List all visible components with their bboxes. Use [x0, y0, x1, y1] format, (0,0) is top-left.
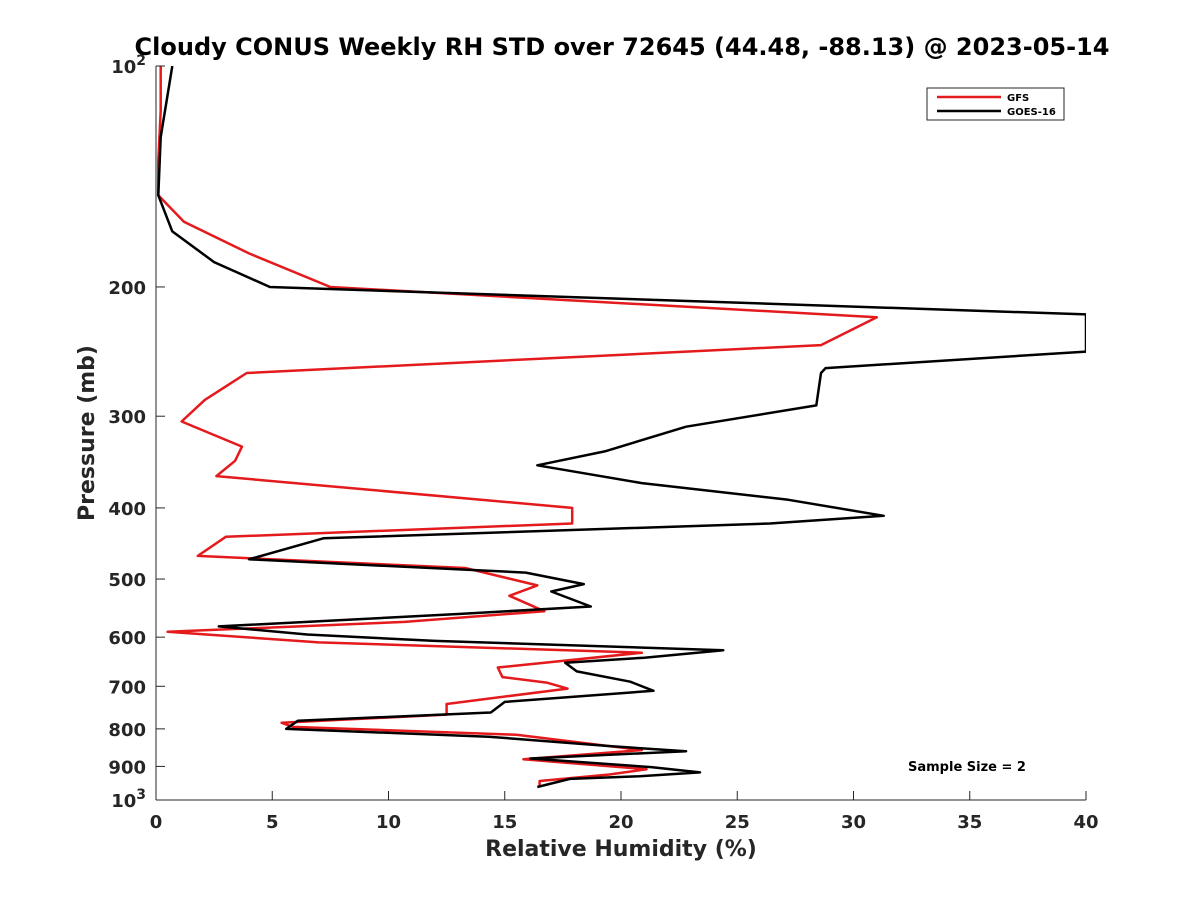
y-tick-label: 400 — [108, 499, 146, 520]
x-tick-label: 15 — [492, 812, 517, 833]
y-tick-label: 300 — [108, 407, 146, 428]
x-tick-label: 25 — [725, 812, 750, 833]
x-tick-label: 5 — [266, 812, 279, 833]
x-tick-label: 20 — [608, 812, 633, 833]
x-tick-label: 40 — [1073, 812, 1098, 833]
legend-label-goes-16: GOES-16 — [1007, 107, 1056, 118]
legend-box — [926, 87, 1065, 121]
y-tick-label: 700 — [108, 677, 146, 698]
series-line-goes-16 — [157, 66, 1086, 789]
y-tick-label: 200 — [108, 278, 146, 299]
y-tick-label: 900 — [108, 757, 146, 778]
x-tick-label: 0 — [150, 812, 163, 833]
series-layer — [157, 66, 1086, 789]
plot-area — [157, 66, 1086, 789]
y-tick-label: 500 — [108, 570, 146, 591]
x-tick-label: 10 — [376, 812, 401, 833]
x-tick-label: 35 — [957, 812, 982, 833]
y-tick-label: 102 — [111, 53, 146, 78]
tick-labels: 0 5 10 15 20 25 30 35 40 102 200 300 400 500 600 700 800… — [108, 53, 1098, 833]
series-line-gfs — [157, 66, 879, 787]
x-axis-label: Relative Humidity (%) — [485, 837, 757, 862]
y-axis-label: Pressure (mb) — [75, 345, 100, 521]
axes — [155, 65, 1087, 801]
y-tick-label: 600 — [108, 628, 146, 649]
chart-title: Cloudy CONUS Weekly RH STD over 72645 (4… — [135, 33, 1110, 61]
x-tick-label: 30 — [841, 812, 866, 833]
legend: GFS GOES-16 — [926, 87, 1065, 121]
legend-label-gfs: GFS — [1007, 93, 1029, 104]
sample-size-annotation: Sample Size = 2 — [908, 760, 1026, 775]
y-tick-label: 103 — [111, 787, 146, 812]
y-tick-label: 800 — [108, 720, 146, 741]
